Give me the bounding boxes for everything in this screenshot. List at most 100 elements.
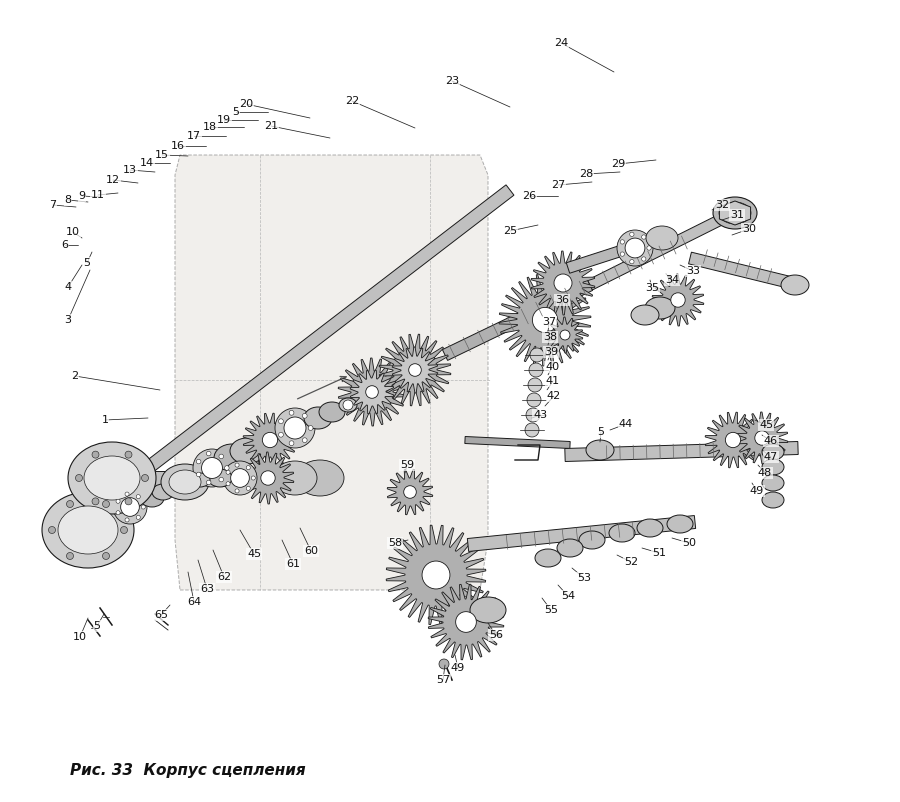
Circle shape: [525, 423, 539, 437]
Text: 61: 61: [286, 559, 300, 569]
Text: 26: 26: [522, 191, 536, 201]
Text: 5: 5: [232, 107, 239, 117]
Text: 5: 5: [94, 621, 101, 631]
Ellipse shape: [762, 475, 784, 491]
Ellipse shape: [68, 442, 156, 514]
Ellipse shape: [470, 597, 506, 623]
Text: 58: 58: [388, 538, 402, 548]
Circle shape: [620, 252, 625, 257]
Circle shape: [206, 480, 211, 484]
Polygon shape: [652, 274, 704, 326]
Circle shape: [121, 498, 140, 516]
Circle shape: [206, 452, 211, 456]
Text: 64: 64: [187, 597, 201, 607]
Text: 62: 62: [217, 572, 231, 582]
Text: 16: 16: [171, 141, 185, 151]
Text: 47: 47: [764, 452, 778, 462]
Circle shape: [642, 235, 646, 239]
Circle shape: [670, 293, 685, 307]
Circle shape: [92, 498, 99, 505]
Circle shape: [202, 458, 222, 479]
Polygon shape: [500, 274, 591, 366]
Circle shape: [196, 472, 201, 476]
Circle shape: [289, 441, 294, 446]
Text: 48: 48: [758, 468, 772, 478]
Text: 40: 40: [544, 362, 559, 372]
Circle shape: [527, 393, 541, 407]
Text: 45: 45: [247, 549, 261, 559]
Ellipse shape: [304, 407, 332, 429]
Ellipse shape: [762, 459, 784, 475]
Circle shape: [455, 612, 476, 632]
Text: 42: 42: [547, 391, 561, 401]
Circle shape: [76, 475, 83, 481]
Polygon shape: [76, 184, 514, 525]
Circle shape: [251, 476, 256, 480]
Circle shape: [528, 378, 542, 392]
Circle shape: [554, 274, 572, 292]
Ellipse shape: [762, 492, 784, 508]
Text: 6: 6: [61, 240, 68, 250]
Circle shape: [275, 408, 315, 448]
Text: 13: 13: [123, 165, 137, 175]
Circle shape: [642, 257, 646, 261]
Polygon shape: [688, 252, 789, 288]
Circle shape: [620, 240, 625, 244]
Text: 59: 59: [400, 460, 414, 470]
Ellipse shape: [557, 539, 583, 557]
Polygon shape: [350, 371, 394, 414]
Circle shape: [235, 489, 239, 493]
Circle shape: [261, 471, 275, 485]
Ellipse shape: [161, 464, 209, 500]
Text: 52: 52: [624, 557, 638, 567]
Ellipse shape: [609, 524, 635, 542]
Circle shape: [125, 492, 129, 496]
Circle shape: [141, 505, 145, 509]
Ellipse shape: [42, 492, 134, 568]
Circle shape: [533, 307, 558, 333]
Polygon shape: [338, 358, 406, 426]
Text: 7: 7: [50, 200, 57, 210]
Text: 30: 30: [742, 224, 756, 234]
Circle shape: [103, 500, 110, 508]
Text: 5: 5: [598, 427, 605, 437]
Text: 10: 10: [73, 632, 87, 642]
Text: 57: 57: [436, 675, 450, 685]
Ellipse shape: [781, 275, 809, 295]
Polygon shape: [588, 215, 723, 290]
Circle shape: [405, 360, 425, 380]
Circle shape: [116, 511, 120, 515]
Circle shape: [302, 413, 307, 418]
Circle shape: [113, 490, 147, 524]
Text: 49: 49: [451, 663, 465, 673]
Circle shape: [363, 383, 382, 402]
Circle shape: [530, 348, 544, 362]
Text: 1: 1: [102, 415, 109, 425]
Text: 25: 25: [503, 226, 517, 236]
Text: 2: 2: [71, 371, 78, 381]
Text: 63: 63: [200, 584, 214, 594]
Polygon shape: [531, 251, 595, 315]
Circle shape: [121, 526, 128, 533]
Circle shape: [125, 451, 132, 458]
Ellipse shape: [273, 461, 317, 495]
Circle shape: [647, 246, 652, 250]
Text: Рис. 33  Корпус сцепления: Рис. 33 Корпус сцепления: [70, 763, 306, 777]
Ellipse shape: [169, 470, 201, 494]
Text: 45: 45: [759, 420, 773, 430]
Ellipse shape: [646, 226, 678, 250]
Text: 49: 49: [750, 486, 764, 496]
Text: 46: 46: [764, 436, 778, 446]
Ellipse shape: [319, 402, 345, 422]
Text: 54: 54: [561, 591, 575, 601]
Text: 34: 34: [665, 275, 680, 285]
Polygon shape: [566, 229, 671, 273]
Ellipse shape: [190, 473, 210, 487]
Circle shape: [224, 466, 230, 470]
Circle shape: [308, 426, 313, 431]
Circle shape: [136, 495, 140, 499]
Ellipse shape: [58, 506, 118, 554]
Text: 35: 35: [645, 283, 659, 293]
Polygon shape: [379, 334, 451, 406]
Ellipse shape: [631, 305, 659, 325]
